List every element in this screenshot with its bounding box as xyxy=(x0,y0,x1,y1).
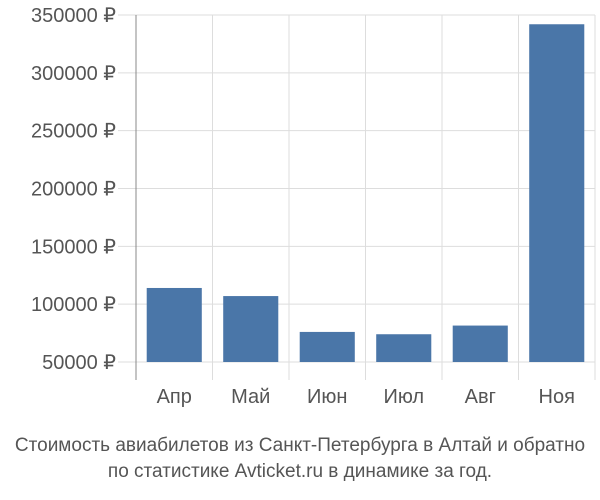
chart-caption-line-2: по статистике Avticket.ru в динамике за … xyxy=(107,461,493,482)
bar xyxy=(452,325,508,362)
y-tick-label: 150000 ₽ xyxy=(31,236,116,258)
y-tick-label: 350000 ₽ xyxy=(31,5,116,27)
x-tick-label: Апр xyxy=(157,386,192,408)
x-tick-label: Ноя xyxy=(539,386,575,408)
y-tick-label: 300000 ₽ xyxy=(31,63,116,85)
x-tick-label: Июл xyxy=(383,386,424,408)
y-tick-label: 250000 ₽ xyxy=(31,121,116,143)
chart-caption-line-1: Стоимость авиабилетов из Санкт-Петербург… xyxy=(14,435,586,456)
bar xyxy=(223,296,279,362)
bar xyxy=(299,331,355,362)
x-tick-label: Июн xyxy=(307,386,347,408)
x-tick-label: Май xyxy=(231,386,270,408)
bar xyxy=(529,24,585,363)
bar xyxy=(376,334,432,362)
y-tick-label: 200000 ₽ xyxy=(31,179,116,201)
y-tick-label: 50000 ₽ xyxy=(42,352,116,374)
x-tick-label: Авг xyxy=(465,386,496,408)
bar xyxy=(146,287,202,362)
bar-chart: 50000 ₽ 100000 ₽ 150000 ₽ 200000 ₽ 250000 ₽ 3… xyxy=(31,5,596,408)
y-tick-label: 100000 ₽ xyxy=(31,294,116,316)
